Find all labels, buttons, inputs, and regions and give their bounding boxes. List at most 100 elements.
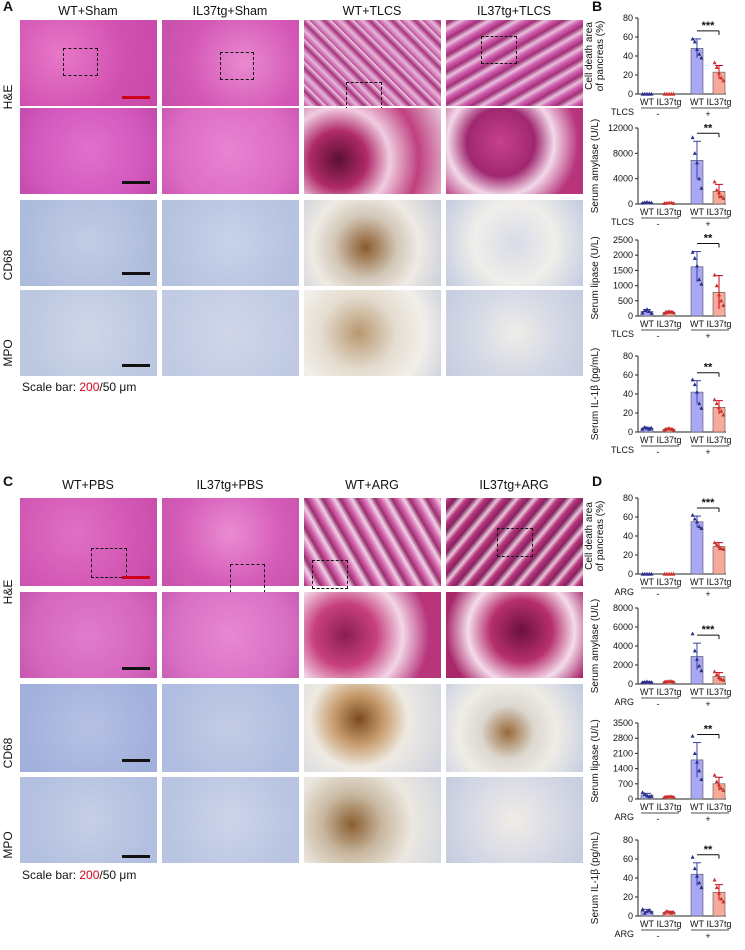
panel-letter-c: C <box>3 473 14 489</box>
data-point <box>640 790 645 795</box>
data-point <box>719 75 724 80</box>
inset-box <box>91 548 127 578</box>
data-point <box>690 733 695 738</box>
significance-label: ** <box>704 122 713 134</box>
data-point <box>647 908 652 912</box>
y-tick-label: 8000 <box>613 603 633 613</box>
y-tick-label: 40 <box>623 51 633 61</box>
data-point <box>721 547 726 551</box>
micrograph-cd68-il37-pbs <box>162 684 299 772</box>
y-axis-label: Serum amylase (U/L) <box>590 599 601 693</box>
data-point <box>671 794 676 799</box>
data-point <box>697 524 702 529</box>
data-point <box>649 311 654 315</box>
y-axis-label: Serum lipase (U/L) <box>590 236 601 319</box>
treatment-sign: + <box>705 447 710 457</box>
scale-bar <box>122 96 150 99</box>
category-label: WT <box>640 687 654 697</box>
micrograph-mpo-wt-pbs <box>20 777 157 863</box>
data-point <box>690 512 695 517</box>
category-label: IL37tg <box>706 435 731 445</box>
column-title: IL37tg+Sham <box>192 4 268 18</box>
data-point <box>692 382 697 387</box>
bar-chart: 0 20 40 60 80 Cell death area of pancreas (%) *… <box>584 13 732 119</box>
data-point <box>712 772 717 777</box>
micrograph-he-high-il37-sham <box>162 108 299 194</box>
inset-box <box>481 36 517 64</box>
column-title: WT+TLCS <box>342 4 402 18</box>
micrograph-cd68-il37-sham <box>162 200 299 286</box>
data-point <box>649 200 654 205</box>
data-point <box>721 678 726 682</box>
data-point <box>697 176 702 181</box>
data-point <box>717 405 721 409</box>
data-point <box>690 377 695 382</box>
y-tick-label: 80 <box>623 13 633 23</box>
data-point <box>721 899 726 904</box>
y-tick-label: 4000 <box>613 174 633 184</box>
y-tick-label: 0 <box>628 794 633 804</box>
row-label-he: H&E <box>1 579 15 605</box>
data-point <box>721 303 726 307</box>
scale-bar-legend: Scale bar: 200/50 μm <box>22 380 136 394</box>
category-label: WT <box>640 919 654 929</box>
micrograph-cd68-il37-arg <box>446 684 583 772</box>
scale-suffix: /50 μm <box>99 868 137 882</box>
data-point <box>692 648 697 653</box>
data-point <box>671 91 676 96</box>
significance-label: *** <box>702 20 716 32</box>
data-point <box>695 873 699 878</box>
data-point <box>712 877 717 882</box>
data-point <box>640 426 645 431</box>
scale-bar <box>122 855 150 858</box>
treatment-sign: + <box>705 331 710 341</box>
micrograph-mpo-wt-arg <box>304 777 441 863</box>
y-tick-label: 12000 <box>608 123 633 133</box>
y-tick-label: 20 <box>623 892 633 902</box>
y-axis-label: Serum amylase (U/L) <box>590 119 601 213</box>
data-point <box>697 277 702 282</box>
inset-box <box>497 528 533 557</box>
data-point <box>671 427 676 432</box>
micrograph-he-low-wt-arg <box>304 498 441 586</box>
data-point <box>717 891 721 895</box>
data-point <box>714 187 719 192</box>
data-point <box>642 910 647 915</box>
significance-label: *** <box>702 497 716 509</box>
data-point <box>695 263 699 268</box>
scale-prefix: Scale bar: <box>22 868 80 882</box>
category-label: WT <box>640 435 654 445</box>
micrograph-cd68-il37-tlcs <box>446 200 583 286</box>
y-tick-label: 4000 <box>613 641 633 651</box>
data-point <box>695 389 699 394</box>
y-tick-label: 60 <box>623 370 633 380</box>
data-point <box>712 540 717 545</box>
y-tick-label: 2000 <box>613 250 633 260</box>
category-label: IL37tg <box>706 919 731 929</box>
data-point <box>719 546 724 550</box>
y-axis-label: Cell death area <box>584 502 595 570</box>
y-tick-label: 80 <box>623 493 633 503</box>
y-axis-label: Serum IL-1β (pg/mL) <box>590 348 601 440</box>
data-point <box>649 571 654 576</box>
column-title: WT+Sham <box>58 4 118 18</box>
y-tick-label: 1000 <box>613 281 633 291</box>
treatment-sign: - <box>657 219 660 229</box>
treatment-label: ARG <box>614 697 634 707</box>
data-point <box>699 885 704 890</box>
treatment-label: ARG <box>614 929 634 939</box>
data-point <box>719 194 724 198</box>
data-point <box>690 36 695 41</box>
column-title: WT+PBS <box>62 478 114 492</box>
data-point <box>717 70 721 75</box>
data-point <box>712 272 717 277</box>
micrograph-he-low-il37-arg <box>446 498 583 586</box>
data-point <box>697 401 702 406</box>
data-point <box>645 307 649 311</box>
data-point <box>712 669 717 674</box>
data-point <box>719 896 724 901</box>
data-point <box>667 309 671 314</box>
y-tick-label: 20 <box>623 550 633 560</box>
treatment-sign: + <box>705 109 710 119</box>
